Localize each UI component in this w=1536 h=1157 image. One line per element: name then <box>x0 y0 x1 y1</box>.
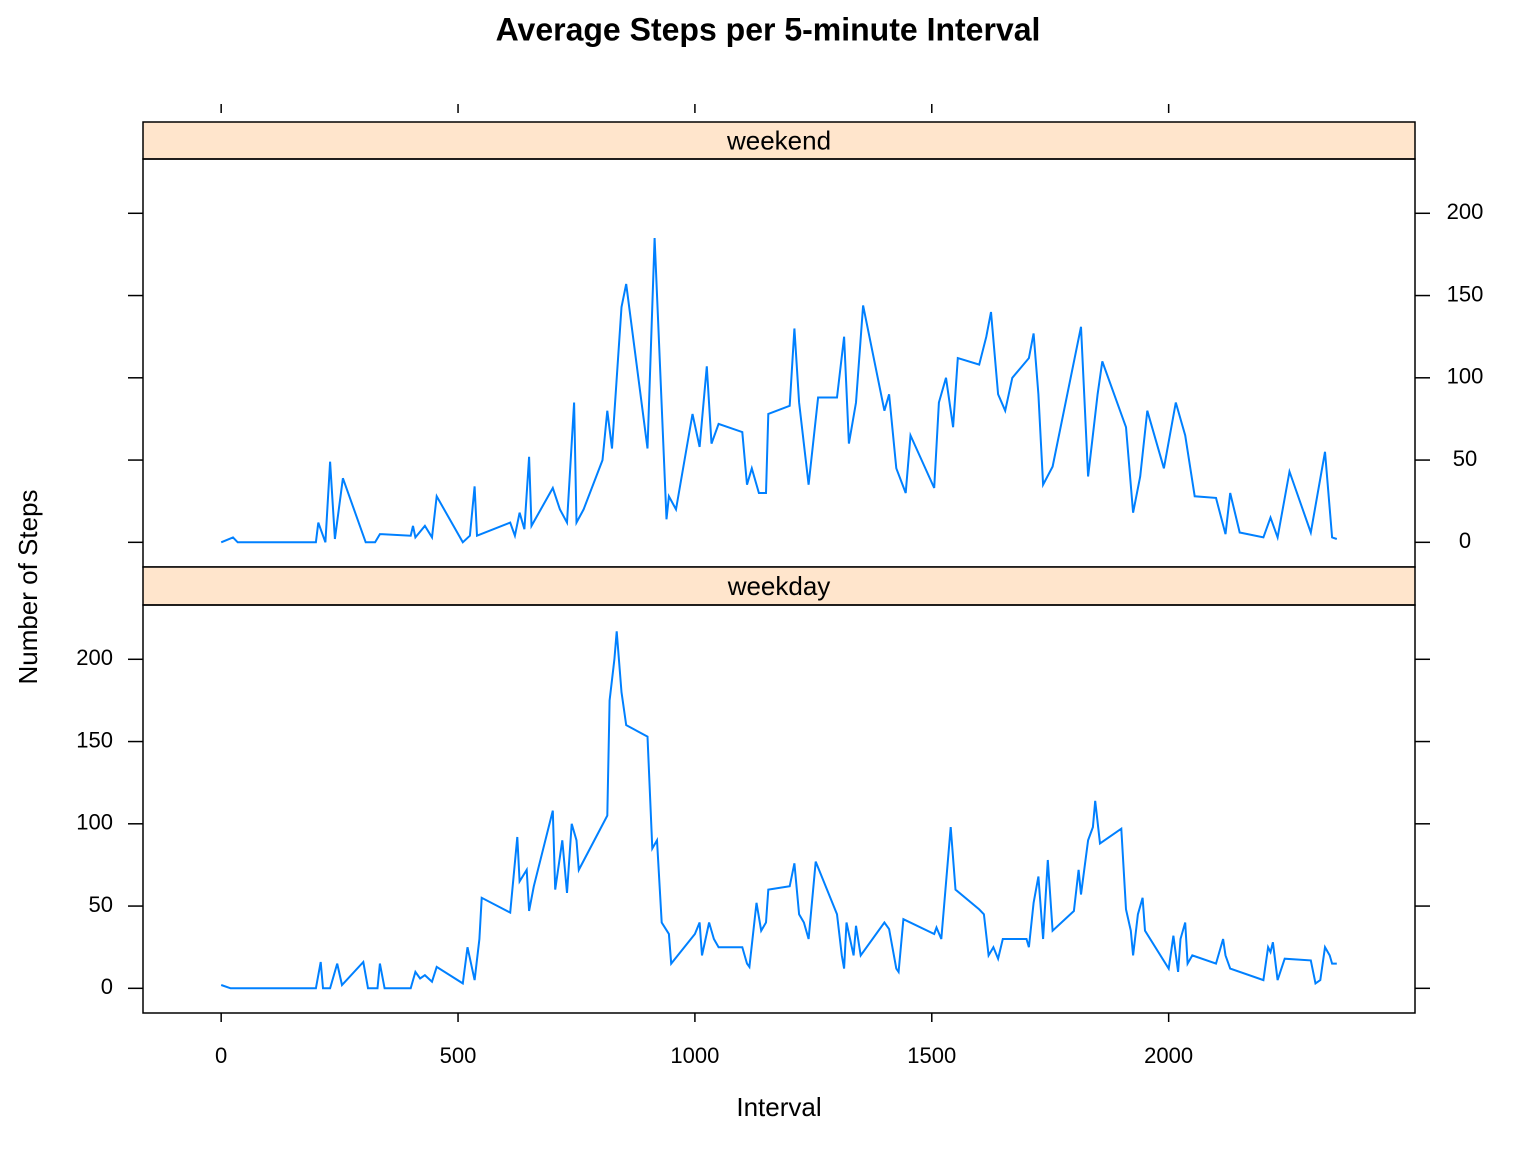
strip-label: weekday <box>727 571 831 601</box>
x-tick-label: 1500 <box>907 1043 956 1068</box>
panel <box>142 604 1416 1014</box>
y-tick-label: 200 <box>1447 199 1484 224</box>
y-tick-label: 150 <box>76 727 113 752</box>
x-tick-label: 2000 <box>1144 1043 1193 1068</box>
x-tick-label: 0 <box>215 1043 227 1068</box>
y-tick-label: 150 <box>1447 281 1484 306</box>
chart-title: Average Steps per 5-minute Interval <box>496 11 1041 47</box>
y-tick-label: 50 <box>1453 446 1477 471</box>
y-tick-label: 100 <box>76 810 113 835</box>
y-tick-label: 200 <box>76 645 113 670</box>
x-tick-label: 1000 <box>670 1043 719 1068</box>
strip <box>142 566 1416 606</box>
strip <box>142 121 1416 160</box>
y-tick-label: 0 <box>101 974 113 999</box>
y-tick-label: 100 <box>1447 364 1484 389</box>
data-line <box>220 631 1337 990</box>
y-tick-label: 50 <box>89 892 113 917</box>
data-line <box>220 237 1338 544</box>
y-tick-label: 0 <box>1459 528 1471 553</box>
x-tick-label: 500 <box>440 1043 477 1068</box>
strip-label: weekend <box>726 125 831 155</box>
x-axis-label: Interval <box>736 1092 821 1122</box>
y-axis-label: Number of Steps <box>13 489 43 684</box>
